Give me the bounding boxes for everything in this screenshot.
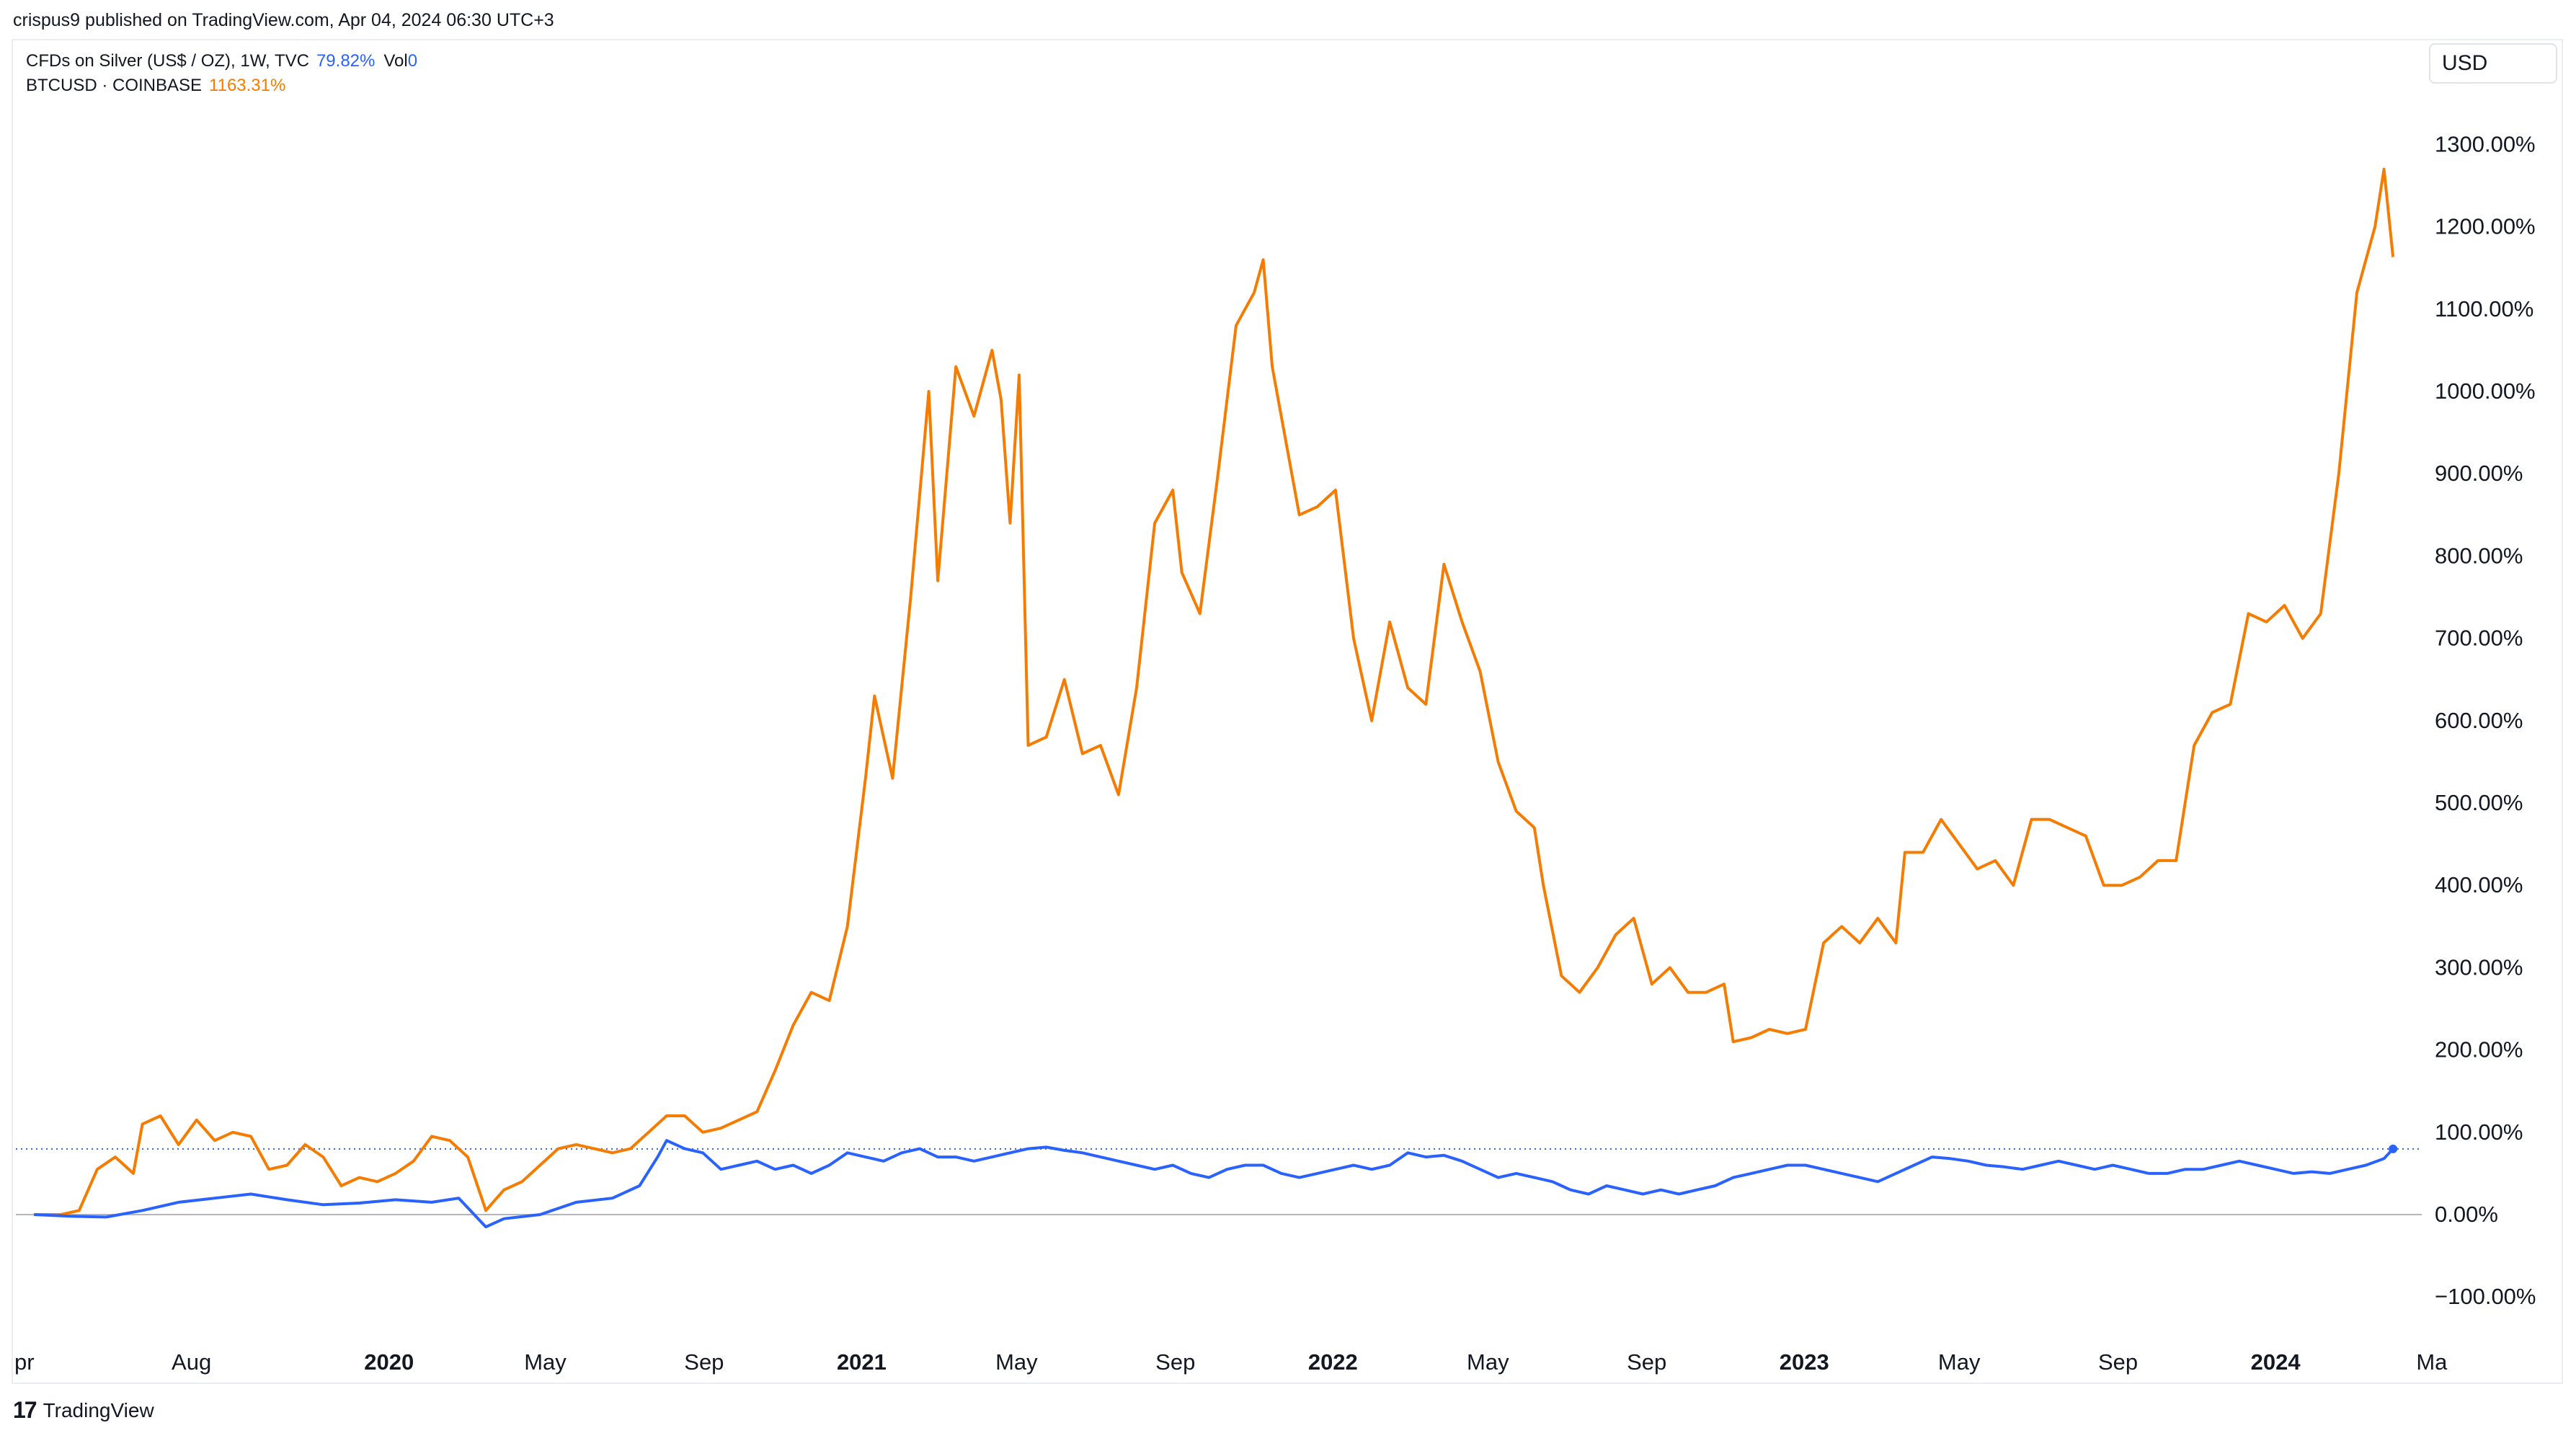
series-lines [34, 167, 2398, 1229]
silver-series-line[interactable] [34, 1139, 2394, 1229]
tradingview-logo-text: TradingView [43, 1398, 154, 1421]
y-tick-label: −100.00% [2435, 1284, 2536, 1309]
x-axis: pr Aug 2020 May Sep 2021 May Sep 2022 May Sep 2023 M… [14, 1349, 2448, 1375]
y-tick-label: 400.00% [2435, 872, 2523, 897]
y-tick-label: 100.00% [2435, 1119, 2523, 1145]
x-tick-label: Sep [1155, 1349, 1195, 1375]
chart-frame [12, 39, 2563, 1384]
y-tick-label: 200.00% [2435, 1037, 2523, 1062]
x-tick-label: Sep [684, 1349, 724, 1375]
x-tick-label: Sep [1627, 1349, 1666, 1375]
y-axis: 1300.00% 1200.00% 1100.00% 1000.00% 900.00% 8… [2435, 131, 2536, 1309]
legend-vol-value: 0 [407, 51, 418, 71]
currency-button[interactable]: USD [2429, 43, 2557, 84]
btc-series-line[interactable] [34, 167, 2395, 1216]
legend-btc-label: BTCUSD · COINBASE [26, 76, 203, 95]
x-tick-label: Aug [172, 1349, 211, 1375]
legend-row-silver[interactable]: CFDs on Silver (US$ / OZ), 1W, TVC 79.82%… [26, 49, 417, 74]
tradingview-logo-mark: 17 [13, 1397, 37, 1423]
x-tick-label: Sep [2098, 1349, 2138, 1375]
y-tick-label: 1000.00% [2435, 378, 2536, 404]
y-tick-label: 800.00% [2435, 543, 2523, 568]
legend-silver-pct: 79.82% [316, 51, 376, 71]
legend-btc-pct: 1163.31% [209, 76, 286, 95]
y-tick-label: 1300.00% [2435, 131, 2536, 156]
legend-silver-label: CFDs on Silver (US$ / OZ), 1W, TVC [26, 51, 309, 71]
y-tick-label: 600.00% [2435, 708, 2523, 733]
y-tick-label: 700.00% [2435, 626, 2523, 651]
x-tick-label: pr [14, 1349, 35, 1375]
x-tick-label: 2023 [1780, 1349, 1829, 1375]
zero-baseline [16, 1148, 2422, 1215]
legend-row-btc[interactable]: BTCUSD · COINBASE 1163.31% [26, 74, 417, 98]
x-tick-label: May [1938, 1349, 1981, 1375]
y-tick-label: 1200.00% [2435, 214, 2536, 239]
legend-vol-label: Vol [383, 51, 408, 71]
y-tick-label: 300.00% [2435, 954, 2523, 980]
x-tick-label: 2020 [364, 1349, 414, 1375]
x-tick-label: 2021 [837, 1349, 887, 1375]
chart-legend: CFDs on Silver (US$ / OZ), 1W, TVC 79.82%… [26, 49, 417, 98]
y-tick-label: 0.00% [2435, 1202, 2498, 1227]
tradingview-logo[interactable]: 17 TradingView [13, 1397, 154, 1424]
publisher-line: crispus9 published on TradingView.com, A… [13, 10, 554, 30]
x-tick-label: Ma [2416, 1349, 2448, 1375]
x-tick-label: 2022 [1308, 1349, 1358, 1375]
x-tick-label: 2024 [2251, 1349, 2301, 1375]
x-tick-label: May [524, 1349, 567, 1375]
y-tick-label: 900.00% [2435, 461, 2523, 486]
x-tick-label: May [995, 1349, 1038, 1375]
x-tick-label: May [1467, 1349, 1509, 1375]
y-tick-label: 500.00% [2435, 790, 2523, 815]
silver-last-point [2389, 1144, 2398, 1153]
y-tick-label: 1100.00% [2435, 296, 2533, 321]
